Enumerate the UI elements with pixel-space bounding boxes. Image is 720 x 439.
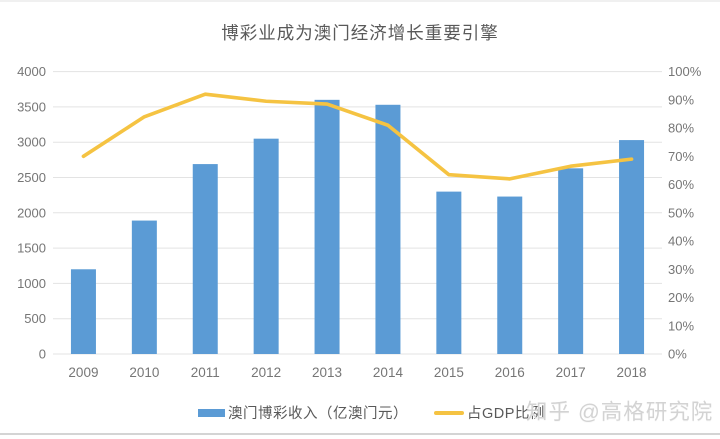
top-divider — [0, 0, 720, 2]
bar-2012 — [253, 138, 279, 354]
x-axis-label-2014: 2014 — [373, 365, 404, 380]
gdp-share-line — [81, 92, 634, 181]
x-axis-label-2017: 2017 — [556, 365, 586, 380]
left-axis-tick-label: 500 — [24, 311, 46, 326]
bar-series-label: 澳门博彩收入（亿澳门元） — [228, 406, 408, 422]
right-axis-tick-label: 10% — [668, 318, 694, 333]
bar-2013 — [314, 99, 340, 354]
right-axis-tick-label: 0% — [668, 347, 687, 362]
right-axis-tick-label: 30% — [668, 262, 694, 277]
right-axis-tick-label: 20% — [668, 290, 694, 305]
bar-2015 — [436, 191, 462, 354]
right-axis-tick-label: 50% — [668, 205, 694, 220]
right-axis-tick-label: 60% — [668, 177, 694, 192]
right-axis-tick-label: 90% — [668, 92, 694, 107]
x-axis-label-2011: 2011 — [191, 365, 220, 380]
left-axis-tick-label: 0 — [39, 347, 46, 362]
line-series-swatch — [434, 410, 464, 415]
x-axis-label-2009: 2009 — [68, 365, 98, 380]
right-axis-tick-label: 80% — [668, 121, 694, 136]
right-axis-tick-label: 40% — [668, 234, 694, 249]
bar-series-swatch — [198, 408, 225, 417]
bar-2018 — [619, 140, 645, 354]
x-axis-label-2013: 2013 — [312, 365, 342, 380]
x-axis-label-2018: 2018 — [617, 365, 647, 380]
watermark: 知乎 @高格研究院 — [526, 400, 714, 424]
left-axis-tick-label: 2500 — [17, 170, 46, 185]
right-axis-tick-label: 70% — [668, 149, 694, 164]
legend-item-revenue: 澳门博彩收入（亿澳门元） — [198, 402, 408, 423]
left-axis-tick-label: 2000 — [17, 205, 46, 220]
bar-2016 — [497, 196, 523, 354]
x-axis-label-2012: 2012 — [251, 365, 281, 380]
bar-2014 — [375, 104, 401, 354]
chart-canvas: 0 500 1000 1500 2000 2500 3000 3500 4000 0% 10% 20%… — [17, 64, 702, 380]
left-axis-tick-label: 3000 — [17, 135, 46, 150]
left-axis-tick-label: 3500 — [17, 99, 46, 114]
line-series-label: 占GDP比例 — [467, 406, 545, 422]
x-axis-label-2010: 2010 — [129, 365, 159, 380]
legend-item-gdp-share: 占GDP比例 — [434, 402, 545, 423]
chart-legend: 澳门博彩收入（亿澳门元） 占GDP比例 — [198, 402, 545, 423]
bar-2011 — [192, 164, 218, 354]
chart-title: 博彩业成为澳门经济增长重要引擎 — [221, 23, 499, 43]
bar-2009 — [70, 269, 96, 354]
bar-2010 — [131, 220, 157, 354]
bar-2017 — [558, 168, 584, 354]
right-axis-tick-label: 100% — [668, 64, 702, 79]
bottom-divider — [0, 433, 720, 435]
x-axis-label-2015: 2015 — [434, 365, 464, 380]
left-axis-tick-label: 1500 — [17, 241, 46, 256]
left-axis-tick-label: 4000 — [17, 64, 46, 79]
x-axis-label-2016: 2016 — [495, 365, 525, 380]
left-axis-tick-label: 1000 — [17, 276, 46, 291]
